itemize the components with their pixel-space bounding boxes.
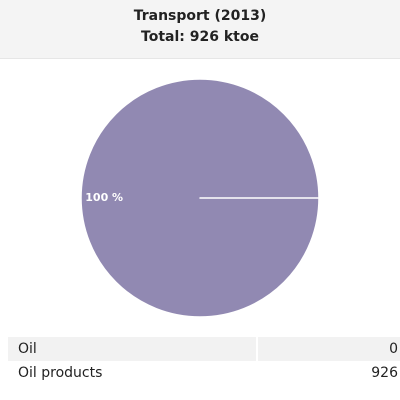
chart: 100 % [80, 78, 320, 318]
header: Transport (2013) Total: 926 ktoe [0, 0, 400, 59]
row-label: Oil products [18, 365, 103, 381]
pie-slice [80, 78, 320, 318]
table-row: Oil products 926 [8, 361, 400, 385]
chart-title: Transport (2013) [133, 8, 267, 24]
row-value: 0 [256, 337, 400, 361]
table-row: Oil 0 [8, 337, 400, 361]
data-table: Oil 0 Oil products 926 [8, 337, 400, 385]
row-label: Oil [8, 337, 257, 361]
row-value: 926 [256, 361, 400, 385]
data-label: 100 % [85, 191, 123, 204]
chart-subtitle: Total: 926 ktoe [141, 29, 259, 45]
